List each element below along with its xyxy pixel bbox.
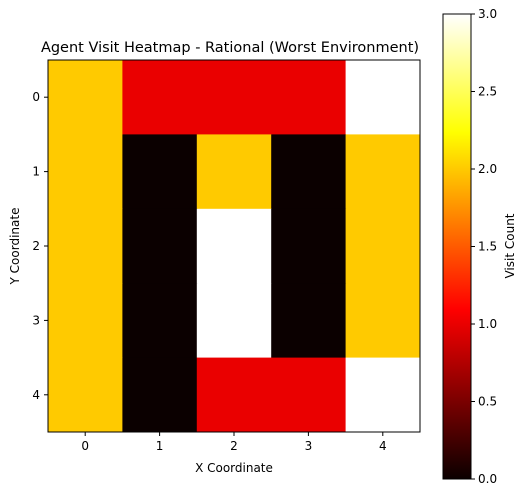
colorbar-tick-label: 2.0: [478, 162, 497, 176]
heatmap-cell: [271, 357, 347, 433]
heatmap-cell: [122, 208, 198, 284]
heatmap-cell: [271, 134, 347, 210]
colorbar: [442, 13, 472, 480]
colorbar-tick-label: 1.0: [478, 317, 497, 331]
x-tick-label: 4: [379, 439, 387, 453]
heatmap-cell: [345, 357, 421, 433]
heatmap-cell: [196, 357, 272, 433]
heatmap-cell: [345, 134, 421, 210]
heatmap-cell: [271, 60, 347, 135]
heatmap-cell: [345, 60, 421, 135]
colorbar-tick-label: 1.5: [478, 240, 497, 254]
chart-title: Agent Visit Heatmap - Rational (Worst En…: [41, 40, 419, 56]
heatmap-cell: [48, 60, 123, 135]
heatmap-cell: [122, 134, 198, 210]
y-tick-label: 2: [32, 239, 40, 253]
x-axis: 0 1 2 3 4: [81, 432, 387, 453]
colorbar-tick-label: 3.0: [478, 7, 497, 21]
colorbar-axis: 0.0 0.5 1.0 1.5 2.0 2.5 3.0: [471, 7, 497, 486]
heatmap-cell: [196, 60, 272, 135]
heatmap-cell: [122, 283, 198, 359]
colorbar-label: Visit Count: [503, 213, 517, 278]
colorbar-tick-label: 0.0: [478, 472, 497, 486]
heatmap-cell: [196, 283, 272, 359]
heatmap-cell: [345, 283, 421, 359]
y-tick-label: 3: [32, 313, 40, 327]
y-tick-label: 4: [32, 388, 40, 402]
x-tick-label: 0: [81, 439, 89, 453]
heatmap-cells: [48, 60, 421, 433]
heatmap-cell: [271, 283, 347, 359]
heatmap-cell: [122, 60, 198, 135]
x-tick-label: 3: [305, 439, 313, 453]
heatmap-cell: [48, 208, 123, 284]
colorbar-tick-label: 2.5: [478, 85, 497, 99]
heatmap-cell: [48, 283, 123, 359]
y-axis: 0 1 2 3 4: [32, 90, 48, 402]
heatmap-cell: [48, 134, 123, 210]
heatmap-cell: [48, 357, 123, 433]
heatmap-cell: [196, 208, 272, 284]
x-tick-label: 1: [156, 439, 164, 453]
colorbar-tick-label: 0.5: [478, 395, 497, 409]
y-tick-label: 1: [32, 165, 40, 179]
heatmap-cell: [122, 357, 198, 433]
x-axis-label: X Coordinate: [195, 461, 273, 475]
y-tick-label: 0: [32, 90, 40, 104]
heatmap-cell: [345, 208, 421, 284]
x-tick-label: 2: [230, 439, 238, 453]
heatmap-cell: [271, 208, 347, 284]
heatmap-cell: [196, 134, 272, 210]
y-axis-label: Y Coordinate: [8, 208, 22, 286]
